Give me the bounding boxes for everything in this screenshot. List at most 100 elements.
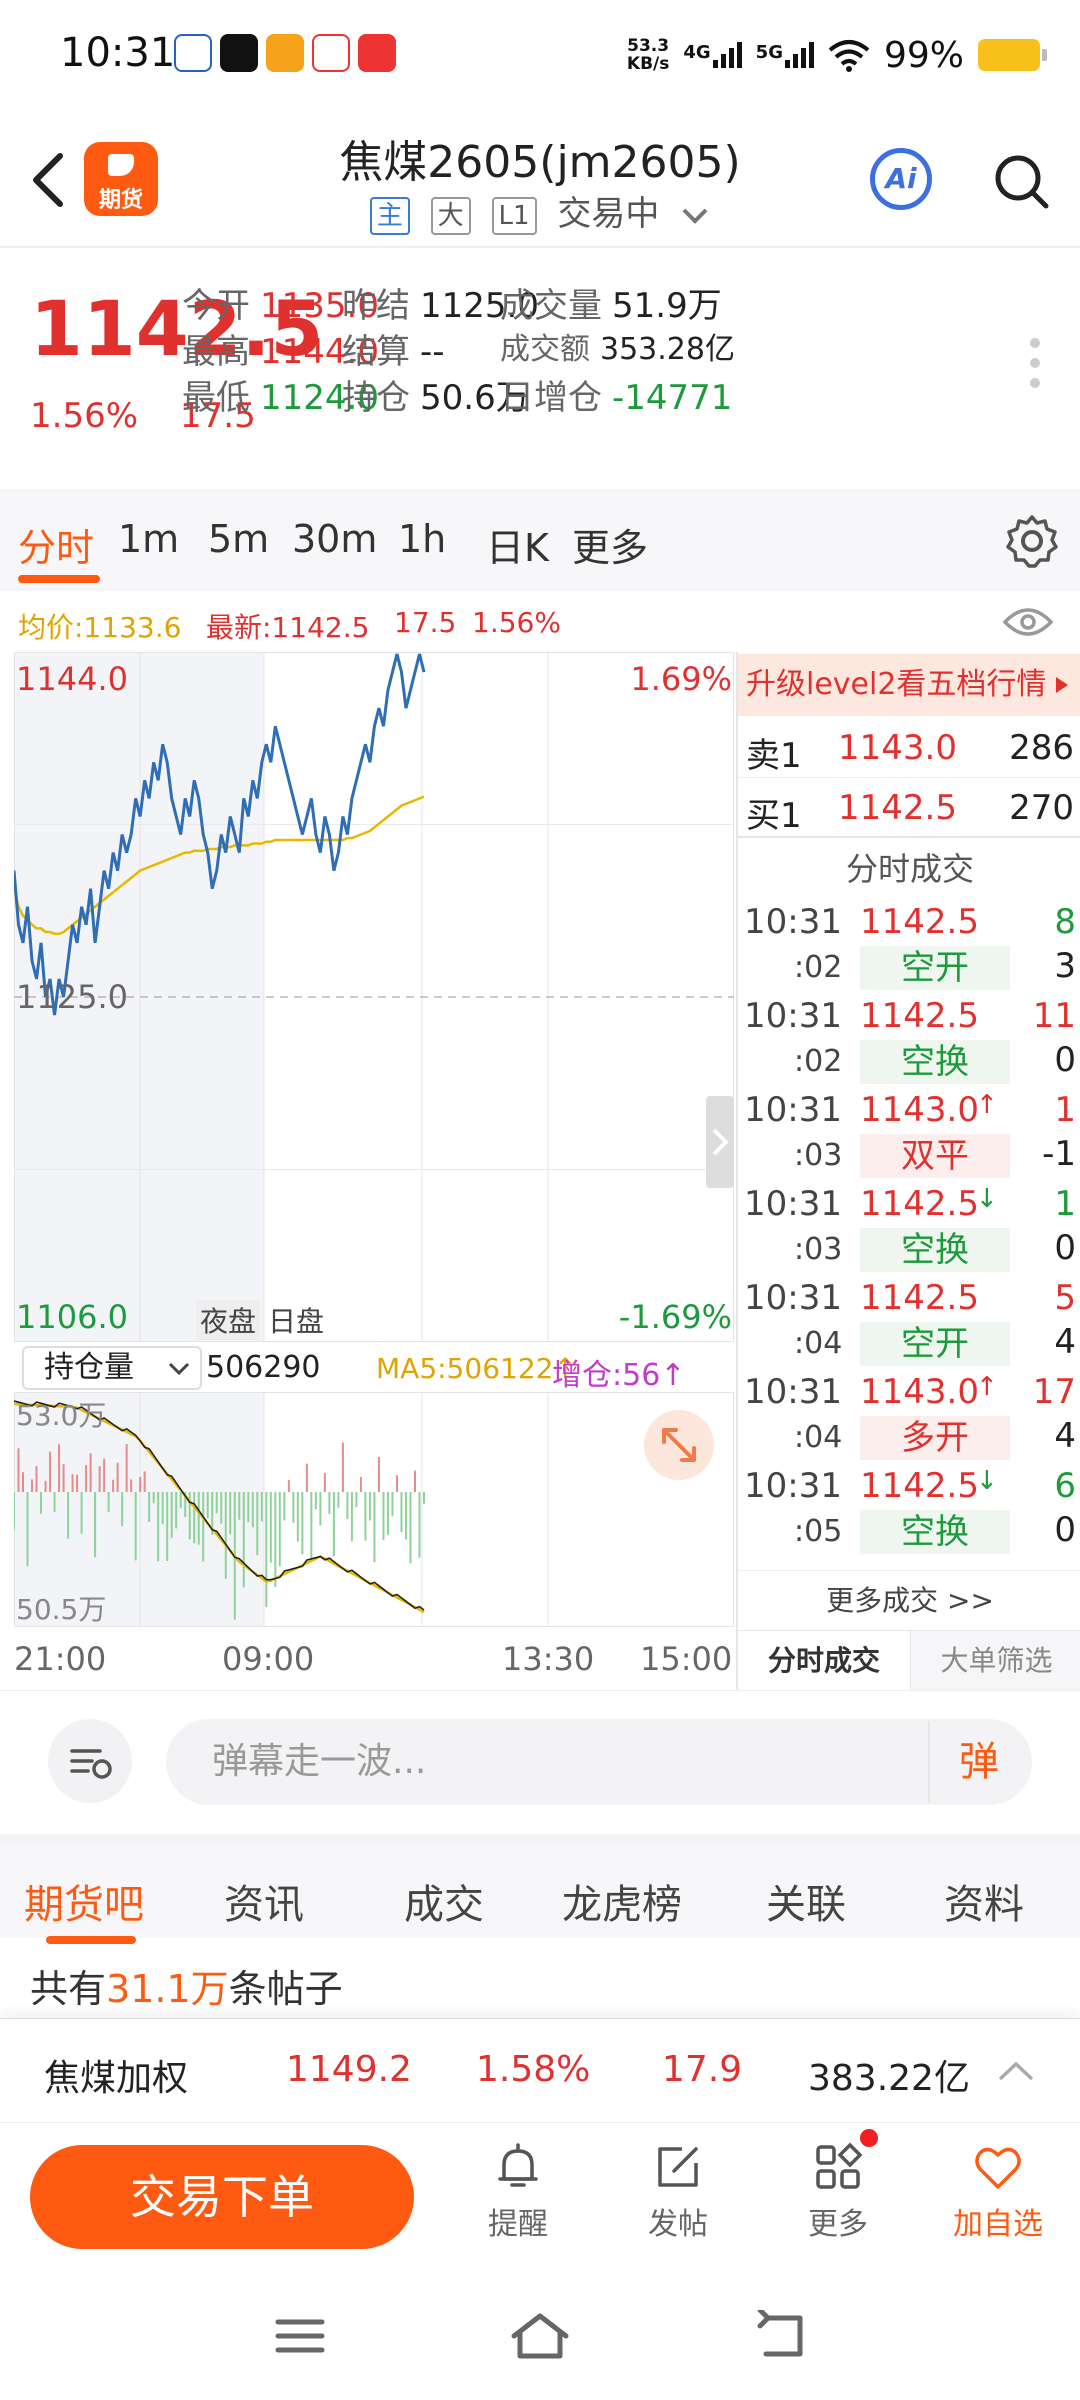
logo-text: 期货	[98, 188, 143, 213]
period-tab[interactable]: 分时	[18, 517, 101, 583]
quote-field-label: 成交量	[500, 286, 602, 326]
expand-icon[interactable]	[644, 1410, 714, 1480]
ma5-label: MA5:506122↑	[376, 1352, 577, 1385]
community-tab[interactable]: 成交	[404, 1882, 484, 1928]
community-tab[interactable]: 龙虎榜	[562, 1882, 682, 1928]
trade-time: 10:31	[744, 996, 842, 1036]
more-trades-link[interactable]: 更多成交 >>	[738, 1570, 1080, 1630]
weighted-price: 1149.2	[286, 2049, 412, 2090]
trade-row: 10:31 1142.5 8:02 空开 3	[738, 900, 1080, 994]
period-tab[interactable]: 日K	[486, 526, 549, 570]
trade-kind: 空开	[860, 946, 1010, 990]
more-dots-icon[interactable]	[1030, 338, 1044, 398]
community-tab[interactable]: 关联	[766, 1882, 846, 1928]
trade-volume: 1	[1054, 1090, 1076, 1130]
night-session-tag[interactable]: 夜盘	[196, 1300, 261, 1340]
posts-prefix: 共有	[30, 1967, 107, 2011]
trade-time: 10:31	[744, 1278, 842, 1318]
latest-change: 17.5	[394, 606, 457, 639]
quote-field-value: 353.28亿	[600, 332, 735, 367]
trade-kind: 空换	[860, 1228, 1010, 1272]
chevron-down-icon	[682, 208, 708, 224]
community-tab[interactable]: 资料	[944, 1882, 1024, 1928]
trade-time: 10:31	[744, 1372, 842, 1412]
home-icon[interactable]	[508, 2308, 572, 2364]
trade-seconds: :02	[794, 950, 843, 985]
trade-kind: 空开	[860, 1322, 1010, 1366]
more-button[interactable]: 更多	[778, 2141, 898, 2243]
panel-tab-big-orders[interactable]: 大单筛选	[910, 1631, 1080, 1691]
weighted-name: 焦煤加权	[44, 2058, 189, 2099]
panel-collapse-handle[interactable]	[706, 1096, 734, 1188]
menu-icon[interactable]	[272, 2312, 328, 2360]
indicator-select-label: 持仓量	[44, 1350, 134, 1385]
trade-row: 10:31 1143.0 ↑ 17:04 多开 4	[738, 1370, 1080, 1464]
page-title[interactable]: 焦煤2605(jm2605)	[339, 137, 741, 188]
quote-field-label: 今开	[182, 286, 250, 326]
chevron-up-icon[interactable]	[996, 2059, 1036, 2083]
change-value: 17.5	[180, 396, 256, 436]
quote-field: 成交量 51.9万	[500, 278, 722, 327]
bid1-price: 1142.5	[838, 788, 957, 828]
period-tab[interactable]: 1m	[118, 517, 180, 561]
trade-volume: 6	[1054, 1466, 1076, 1506]
period-tab[interactable]: 30m	[292, 517, 378, 561]
period-tab[interactable]: 5m	[208, 517, 270, 561]
level2-upgrade-banner[interactable]: 升级level2看五档行情	[738, 654, 1080, 716]
danmu-settings-icon[interactable]	[48, 1719, 132, 1803]
gear-icon[interactable]	[1004, 513, 1060, 569]
battery-icon	[978, 39, 1047, 71]
period-tab[interactable]: 更多	[572, 526, 649, 570]
tag-main: 主	[369, 196, 410, 235]
time-axis: 21:00 09:00 13:30 15:00	[0, 1630, 736, 1690]
quote-field-value: 50.6万	[420, 378, 530, 418]
ask1-label: 卖1	[746, 736, 802, 776]
y-mid-label: 1125.0	[16, 978, 128, 1016]
signal-4g-icon: 4G	[683, 42, 742, 68]
panel-tab-trades[interactable]: 分时成交	[767, 1644, 880, 1677]
tag-big: 大	[430, 196, 471, 235]
back-nav-icon[interactable]	[752, 2310, 808, 2362]
back-icon[interactable]	[24, 150, 74, 210]
quote-field: 结算 --	[342, 324, 445, 373]
trade-price: 1142.5	[860, 1184, 979, 1224]
price-line	[12, 653, 426, 1016]
contract-subtitle[interactable]: 主 大 L1 交易中	[0, 186, 1080, 235]
x-tick-0: 21:00	[14, 1640, 107, 1678]
add-watchlist-button[interactable]: 加自选	[938, 2141, 1058, 2243]
community-tab[interactable]: 资讯	[224, 1882, 304, 1928]
indicator-select[interactable]: 持仓量	[22, 1346, 202, 1390]
quote-field-value: -14771	[612, 378, 733, 418]
alert-button[interactable]: 提醒	[458, 2141, 578, 2243]
post-button[interactable]: 发帖	[618, 2141, 738, 2243]
status-bar: 10:31 53.3 KB/s 4G 5G 99%	[0, 0, 1080, 108]
quote-field-label: 成交额	[500, 332, 590, 367]
last-price: 1142.5	[30, 284, 324, 373]
signal-5g-icon: 5G	[756, 42, 814, 68]
bell-icon	[498, 2143, 538, 2187]
eye-icon[interactable]	[1002, 604, 1054, 640]
quote-field: 成交额 353.28亿	[500, 324, 735, 368]
day-session-tag[interactable]: 日盘	[268, 1305, 325, 1338]
trade-order-button[interactable]: 交易下单	[30, 2145, 414, 2249]
battery-percent: 99%	[883, 34, 964, 76]
trade-oi-change: -1	[1042, 1134, 1076, 1174]
weighted-index-bar[interactable]: 焦煤加权 1149.2 1.58% 17.9 383.22亿	[0, 2018, 1080, 2122]
futures-logo: 期货	[84, 142, 158, 216]
intraday-chart[interactable]: 1144.0 1125.0 1106.0 1.69% -1.69% 夜盘 日盘	[12, 652, 734, 1342]
trade-seconds: :05	[794, 1514, 843, 1549]
night-session-bg	[14, 1392, 264, 1627]
add-watchlist-label: 加自选	[953, 2207, 1043, 2242]
period-tab[interactable]: 1h	[398, 517, 447, 561]
quote-field-value: 1135.0	[260, 286, 379, 326]
danmu-send-button[interactable]: 弹	[928, 1721, 1028, 1803]
position-chart[interactable]: 53.0万 50.5万	[13, 1392, 734, 1627]
ai-assistant-icon[interactable]: Ai	[870, 148, 932, 210]
danmu-input[interactable]: 弹幕走一波...	[166, 1719, 1032, 1805]
trade-oi-change: 4	[1054, 1416, 1076, 1456]
change-percent: 1.56%	[30, 396, 139, 436]
search-icon[interactable]	[992, 152, 1052, 212]
trade-kind: 多开	[860, 1416, 1010, 1460]
community-tab[interactable]: 期货吧	[24, 1872, 144, 1944]
trade-time: 10:31	[744, 1184, 842, 1224]
